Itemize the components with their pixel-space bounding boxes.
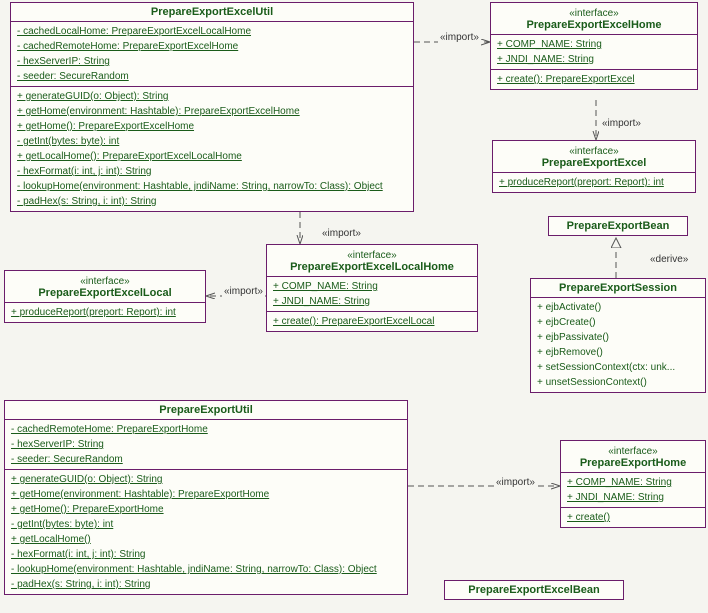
operation: + create(): PrepareExportExcel [497,72,691,87]
relationship-label: «import» [320,228,363,239]
stereotype-label: «interface» [497,6,691,19]
attribute: + JNDI_NAME: String [497,52,691,67]
class-name: PrepareExportBean [555,220,681,232]
operation: + getHome(environment: Hashtable): Prepa… [11,487,401,502]
class-peeh: «interface»PrepareExportExcelHome+ COMP_… [490,2,698,90]
operations-section: + generateGUID(o: Object): String+ getHo… [11,87,413,211]
operation: - padHex(s: String, i: int): String [11,577,401,592]
relationship-label: «import» [600,118,643,129]
class-title: PrepareExportExcelUtil [11,3,413,22]
operations-section: + generateGUID(o: Object): String+ getHo… [5,470,407,594]
class-name: PrepareExportUtil [11,404,401,416]
stereotype-label: «interface» [499,144,689,157]
operation: + generateGUID(o: Object): String [11,472,401,487]
relationship-label: «import» [222,286,265,297]
attributes-section: + COMP_NAME: String+ JNDI_NAME: String [491,35,697,70]
operations-section: + produceReport(preport: Report): int [5,303,205,322]
attribute: + COMP_NAME: String [273,279,471,294]
class-title: PrepareExportExcelBean [445,581,623,599]
operation: + getHome(environment: Hashtable): Prepa… [17,104,407,119]
relationship-label: «import» [438,32,481,43]
operation: - lookupHome(environment: Hashtable, jnd… [11,562,401,577]
operation: + create() [567,510,699,525]
relationship-label: «import» [494,477,537,488]
operation: - padHex(s: String, i: int): String [17,194,407,209]
operation: + getHome(): PrepareExportHome [11,502,401,517]
operations-section: + create() [561,508,705,527]
class-peel: «interface»PrepareExportExcelLocal + prod… [4,270,206,323]
attribute: + COMP_NAME: String [497,37,691,52]
operation: + getHome(): PrepareExportExcelHome [17,119,407,134]
operation: + setSessionContext(ctx: unk... [537,360,699,375]
operations-section: + produceReport(preport: Report): int [493,173,695,192]
class-name: PrepareExportSession [537,282,699,294]
class-pes: PrepareExportSession+ ejbActivate()+ ejb… [530,278,706,393]
class-pee: «interface»PrepareExportExcel + produceRe… [492,140,696,193]
attributes-section: + COMP_NAME: String+ JNDI_NAME: String [561,473,705,508]
attribute: + JNDI_NAME: String [567,490,699,505]
operation: - getInt(bytes: byte): int [11,517,401,532]
attribute: + JNDI_NAME: String [273,294,471,309]
class-title: PrepareExportSession [531,279,705,298]
operations-section: + create(): PrepareExportExcelLocal [267,312,477,331]
stereotype-label: «interface» [567,444,699,457]
operation: + getLocalHome() [11,532,401,547]
attribute: - cachedRemoteHome: PrepareExportHome [11,422,401,437]
class-peeu: PrepareExportExcelUtil - cachedLocalHome:… [10,2,414,212]
operation: - hexFormat(i: int, j: int): String [17,164,407,179]
operation: + unsetSessionContext() [537,375,699,390]
operation: + produceReport(preport: Report): int [11,305,199,320]
attributes-section: + COMP_NAME: String+ JNDI_NAME: String [267,277,477,312]
operations-section: + create(): PrepareExportExcel [491,70,697,89]
attribute: + COMP_NAME: String [567,475,699,490]
class-title: «interface»PrepareExportExcel [493,141,695,173]
class-name: PrepareExportExcelHome [497,19,691,31]
operation: - hexFormat(i: int, j: int): String [11,547,401,562]
relationship-label: «derive» [648,254,690,265]
operation: + produceReport(preport: Report): int [499,175,689,190]
class-peh: «interface»PrepareExportHome+ COMP_NAME:… [560,440,706,528]
stereotype-label: «interface» [11,274,199,287]
attributes-section: - cachedRemoteHome: PrepareExportHome- h… [5,420,407,470]
attribute: - cachedLocalHome: PrepareExportExcelLoc… [17,24,407,39]
operation: + ejbRemove() [537,345,699,360]
attribute: - seeder: SecureRandom [17,69,407,84]
stereotype-label: «interface» [273,248,471,261]
attribute: - seeder: SecureRandom [11,452,401,467]
class-name: PrepareExportExcelUtil [17,6,407,18]
class-peelh: «interface»PrepareExportExcelLocalHome+ … [266,244,478,332]
class-title: «interface»PrepareExportHome [561,441,705,473]
class-name: PrepareExportExcelLocal [11,287,199,299]
operation: - getInt(bytes: byte): int [17,134,407,149]
class-name: PrepareExportExcelLocalHome [273,261,471,273]
class-peeb: PrepareExportExcelBean [444,580,624,600]
class-peu: PrepareExportUtil - cachedRemoteHome: Pre… [4,400,408,595]
operation: + getLocalHome(): PrepareExportExcelLoca… [17,149,407,164]
class-peb: PrepareExportBean [548,216,688,236]
class-name: PrepareExportHome [567,457,699,469]
operation: + create(): PrepareExportExcelLocal [273,314,471,329]
operation: + ejbPassivate() [537,330,699,345]
class-title: «interface»PrepareExportExcelHome [491,3,697,35]
class-title: PrepareExportUtil [5,401,407,420]
operation: + ejbCreate() [537,315,699,330]
class-title: «interface»PrepareExportExcelLocalHome [267,245,477,277]
class-name: PrepareExportExcelBean [451,584,617,596]
class-title: «interface»PrepareExportExcelLocal [5,271,205,303]
class-name: PrepareExportExcel [499,157,689,169]
operations-section: + ejbActivate()+ ejbCreate()+ ejbPassiva… [531,298,705,392]
operation: - lookupHome(environment: Hashtable, jnd… [17,179,407,194]
attribute: - cachedRemoteHome: PrepareExportExcelHo… [17,39,407,54]
attribute: - hexServerIP: String [17,54,407,69]
attribute: - hexServerIP: String [11,437,401,452]
attributes-section: - cachedLocalHome: PrepareExportExcelLoc… [11,22,413,87]
class-title: PrepareExportBean [549,217,687,235]
operation: + generateGUID(o: Object): String [17,89,407,104]
operation: + ejbActivate() [537,300,699,315]
